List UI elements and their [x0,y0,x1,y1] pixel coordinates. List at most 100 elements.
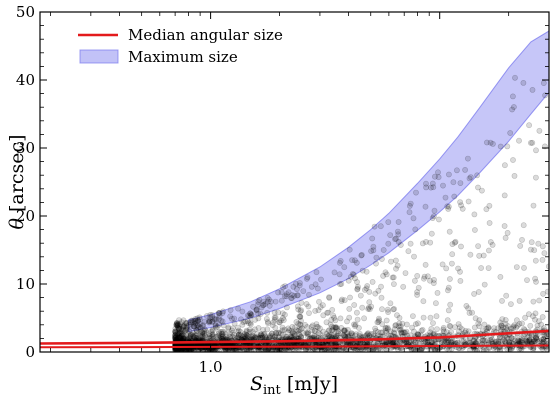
scatter-point [435,216,442,223]
scatter-point [502,320,509,327]
legend-label-median: Median angular size [128,26,283,44]
scatter-point [303,301,310,307]
scatter-point [266,302,273,309]
scatter-point [313,269,320,276]
scatter-point [475,184,481,191]
scatter-point [486,202,493,209]
scatter-point [172,334,179,341]
scatter-point [445,284,452,291]
scatter-point [183,319,190,326]
scatter-point [392,322,399,328]
scatter-point [333,332,339,339]
scatter-point [502,317,509,323]
scatter-point [319,348,325,352]
scatter-point [326,294,333,301]
scatter-point [251,348,257,352]
scatter-point [260,301,267,308]
scatter-point [509,106,515,113]
scatter-point [383,325,390,331]
scatter-point [225,325,232,332]
scatter-point [423,238,429,245]
scatter-point [260,298,267,305]
scatter-point [315,307,322,314]
scatter-point [507,130,514,136]
scatter-point [418,347,425,352]
scatter-point [183,326,189,333]
scatter-point [206,333,213,339]
scatter-point [219,330,226,337]
scatter-point [452,238,459,245]
scatter-point [451,193,458,200]
scatter-point [392,257,399,264]
scatter-point [431,347,438,352]
scatter-point [172,328,179,335]
scatter-point [503,334,510,341]
scatter-point [402,329,408,336]
scatter-point [283,293,290,300]
scatter-point [396,314,403,321]
scatter-point [346,314,353,321]
scatter-point [180,323,187,330]
scatter-point [363,332,370,339]
scatter-point [251,326,258,333]
scatter-point [216,309,223,316]
scatter-point [476,317,483,324]
scatter-point [341,327,347,334]
scatter-point [409,313,416,319]
scatter-point [446,322,453,329]
scatter-point [432,347,439,352]
x-axis-label-unit: [mJy] [281,373,338,395]
scatter-point [457,277,464,284]
scatter-point [475,243,481,249]
scatter-point [465,305,472,312]
scatter-point [410,215,417,222]
scatter-point [209,327,216,334]
scatter-point [476,323,483,329]
scatter-point [501,338,508,344]
scatter-point [532,257,539,264]
scatter-point [423,180,429,187]
scatter-point [348,273,354,280]
scatter-point [264,309,271,316]
scatter-point [174,322,181,329]
scatter-point [397,242,404,248]
scatter-point [370,330,377,337]
scatter-point [344,330,350,336]
scatter-point [187,331,194,338]
scatter-point [521,326,527,332]
scatter-point [176,326,183,332]
scatter-point [319,302,326,309]
legend-band-swatch [79,49,119,64]
scatter-point [387,328,394,335]
scatter-point [511,322,518,329]
scatter-point [521,264,527,271]
scatter-point [275,289,281,296]
scatter-point [243,328,250,335]
scatter-point [489,241,496,248]
x-axis-label-sub: int [263,383,282,398]
scatter-point [241,348,248,352]
scatter-point [285,289,292,296]
scatter-point [400,329,407,335]
scatter-point [444,203,451,210]
scatter-point [379,321,386,327]
scatter-point [215,310,222,317]
scatter-point [414,272,421,279]
scatter-point [530,202,537,209]
scatter-point [260,302,266,309]
scatter-point [209,331,216,338]
scatter-point [491,325,497,331]
scatter-point [413,189,419,196]
scatter-point [529,338,536,345]
scatter-point [500,324,506,331]
scatter-point [415,284,422,291]
scatter-point [376,317,382,324]
scatter-point [219,333,226,340]
scatter-point [203,329,210,336]
scatter-point [337,330,344,337]
scatter-point [331,269,338,276]
scatter-point [366,306,373,313]
scatter-point [174,321,181,328]
scatter-point [311,332,318,339]
scatter-point [277,330,284,337]
